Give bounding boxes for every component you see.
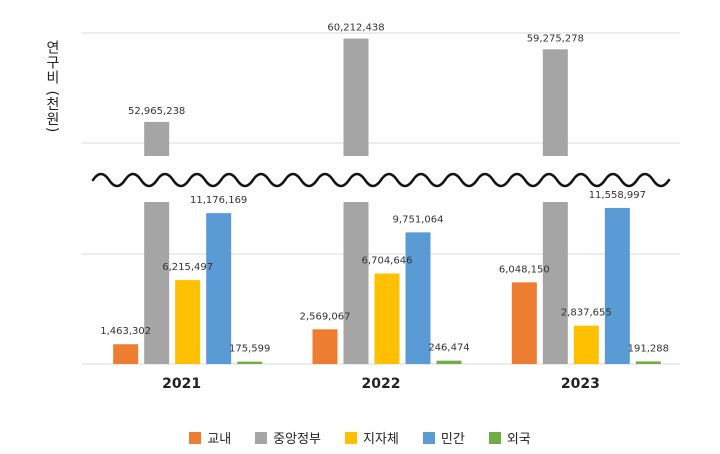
category-labels: 2021 2022 2023 xyxy=(162,376,600,392)
data-label: 1,463,302 xyxy=(100,326,151,337)
category-label: 2021 xyxy=(162,376,201,392)
bar-교내-2021 xyxy=(113,344,139,364)
bar-외국-2023 xyxy=(635,361,661,364)
bar-중앙정부-2023-upper xyxy=(542,49,568,156)
data-label: 52,965,238 xyxy=(128,106,185,117)
legend-label: 외국 xyxy=(506,432,531,447)
legend-item: 중앙정부 xyxy=(255,428,321,447)
legend-label: 지자체 xyxy=(363,432,399,447)
legend-item: 외국 xyxy=(488,428,531,447)
legend-item: 지자체 xyxy=(345,428,399,447)
bar-지자체-2021 xyxy=(175,280,201,364)
data-label: 60,212,438 xyxy=(327,23,384,34)
bar-중앙정부-2023-lower xyxy=(542,202,568,364)
bar-chart: 1,463,302 52,965,238 6,215,497 11,176,169 17… xyxy=(80,23,682,392)
legend: 교내 중앙정부 지자체 민간 외국 xyxy=(0,428,720,448)
legend-item: 교내 xyxy=(189,428,231,447)
data-label: 11,558,997 xyxy=(589,190,646,201)
category-label: 2022 xyxy=(362,376,401,392)
bar-교내-2023 xyxy=(511,282,537,364)
legend-label: 교내 xyxy=(207,432,232,447)
bar-지자체-2023 xyxy=(573,325,599,364)
legend-swatch xyxy=(189,431,202,444)
data-label: 191,288 xyxy=(628,343,669,354)
data-label: 59,275,278 xyxy=(527,33,584,44)
bar-중앙정부-2021-lower xyxy=(144,202,170,364)
legend-item: 민간 xyxy=(422,428,465,447)
legend-swatch xyxy=(255,431,268,444)
category-label: 2023 xyxy=(561,376,600,392)
bar-민간-2023 xyxy=(604,207,630,364)
bar-중앙정부-2022-lower xyxy=(343,202,369,364)
y-axis-label: 연구비 (천원) xyxy=(44,40,60,134)
legend-swatch xyxy=(422,431,435,444)
legend-swatch xyxy=(488,431,501,444)
bar-외국-2022 xyxy=(436,360,462,364)
bar-민간-2022 xyxy=(405,232,431,364)
data-label: 9,751,064 xyxy=(393,214,444,225)
data-label: 2,837,655 xyxy=(561,308,612,319)
data-label: 246,474 xyxy=(428,343,469,354)
data-label: 6,048,150 xyxy=(499,264,550,275)
legend-label: 중앙정부 xyxy=(273,432,322,447)
bars xyxy=(113,38,661,364)
axis-break xyxy=(80,157,682,201)
bar-외국-2021 xyxy=(237,361,263,364)
bar-중앙정부-2021-upper xyxy=(144,121,170,156)
legend-label: 민간 xyxy=(440,432,465,447)
data-label: 6,215,497 xyxy=(162,262,213,273)
axis-break-wave xyxy=(91,172,671,188)
legend-swatch xyxy=(345,431,358,444)
bar-교내-2022 xyxy=(312,329,338,364)
data-labels: 1,463,302 52,965,238 6,215,497 11,176,169 17… xyxy=(100,23,669,355)
data-label: 2,569,067 xyxy=(300,311,351,322)
bar-지자체-2022 xyxy=(374,273,400,364)
data-label: 6,704,646 xyxy=(362,255,413,266)
data-label: 11,176,169 xyxy=(190,195,247,206)
bar-중앙정부-2022-upper xyxy=(343,38,369,157)
bar-민간-2021 xyxy=(206,213,232,364)
data-label: 175,599 xyxy=(229,344,270,355)
